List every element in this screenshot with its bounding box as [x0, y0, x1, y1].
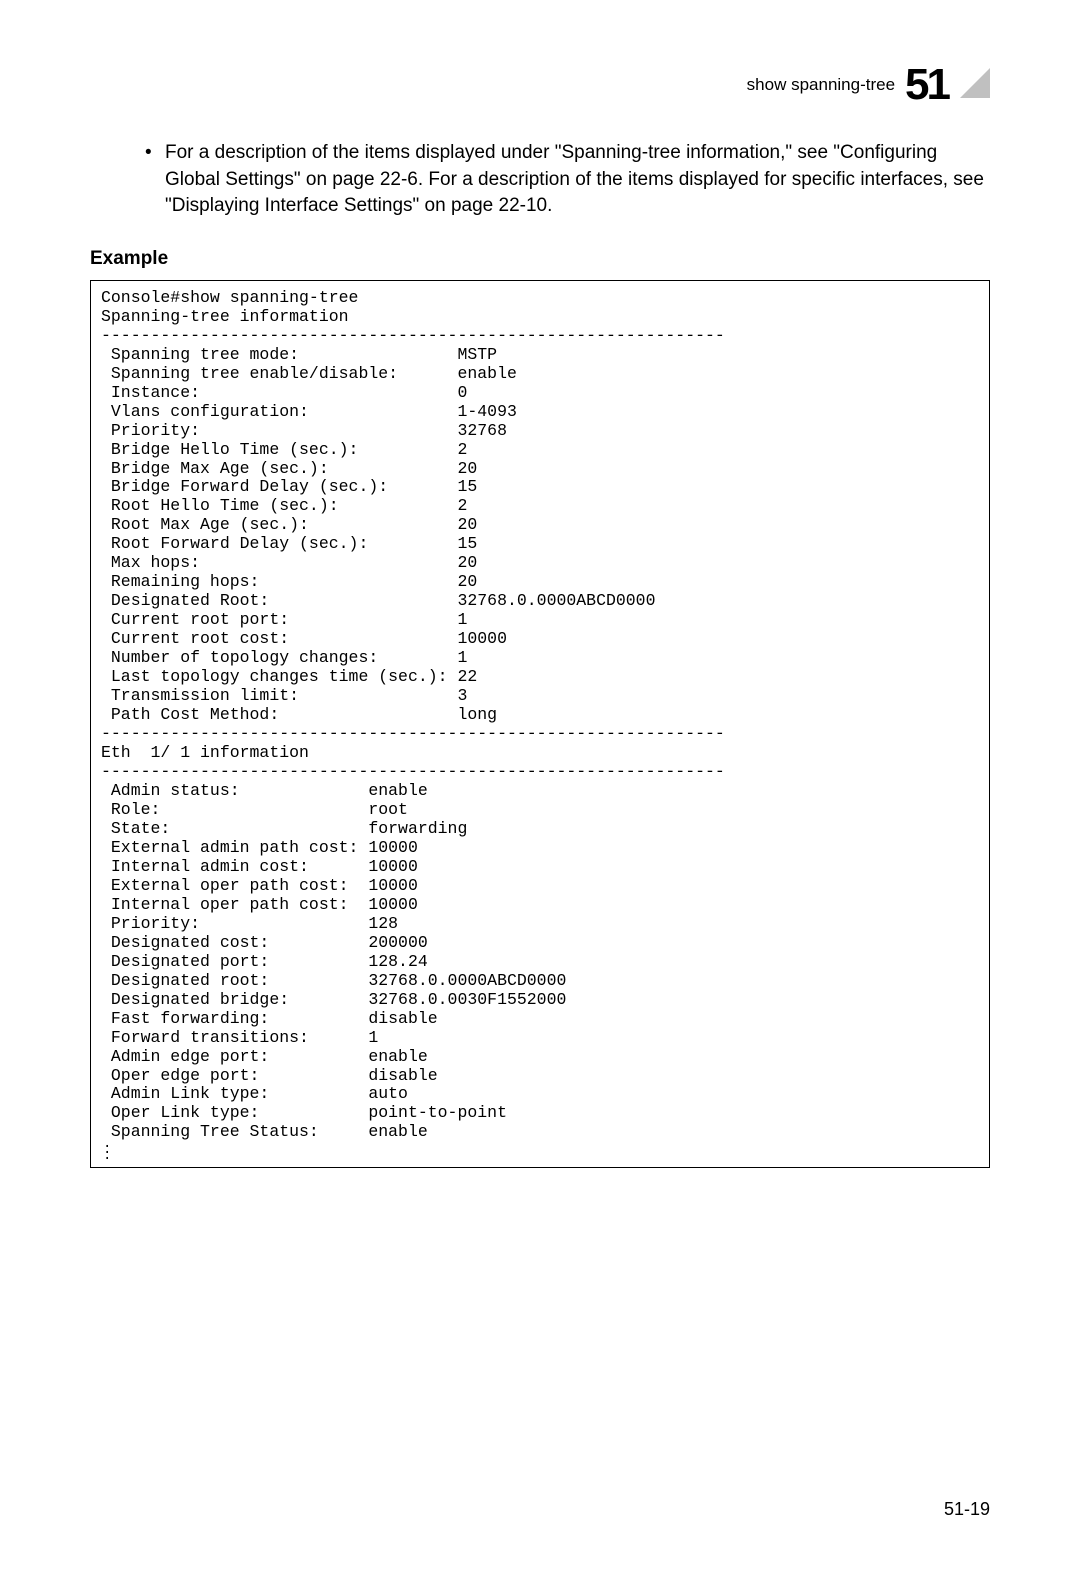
console-output: Console#show spanning-tree Spanning-tree…	[90, 280, 990, 1168]
corner-triangle-icon	[960, 68, 990, 98]
body-paragraph: For a description of the items displayed…	[145, 140, 990, 220]
header-title: show spanning-tree	[747, 75, 895, 95]
bullet-item: For a description of the items displayed…	[145, 140, 990, 220]
page-header: show spanning-tree 51	[90, 60, 990, 110]
vertical-ellipsis-icon: . . .	[103, 1142, 979, 1159]
chapter-number: 51	[905, 60, 948, 110]
chapter-badge: 51	[905, 60, 990, 110]
page-number: 51-19	[944, 1499, 990, 1520]
example-heading: Example	[90, 248, 990, 270]
